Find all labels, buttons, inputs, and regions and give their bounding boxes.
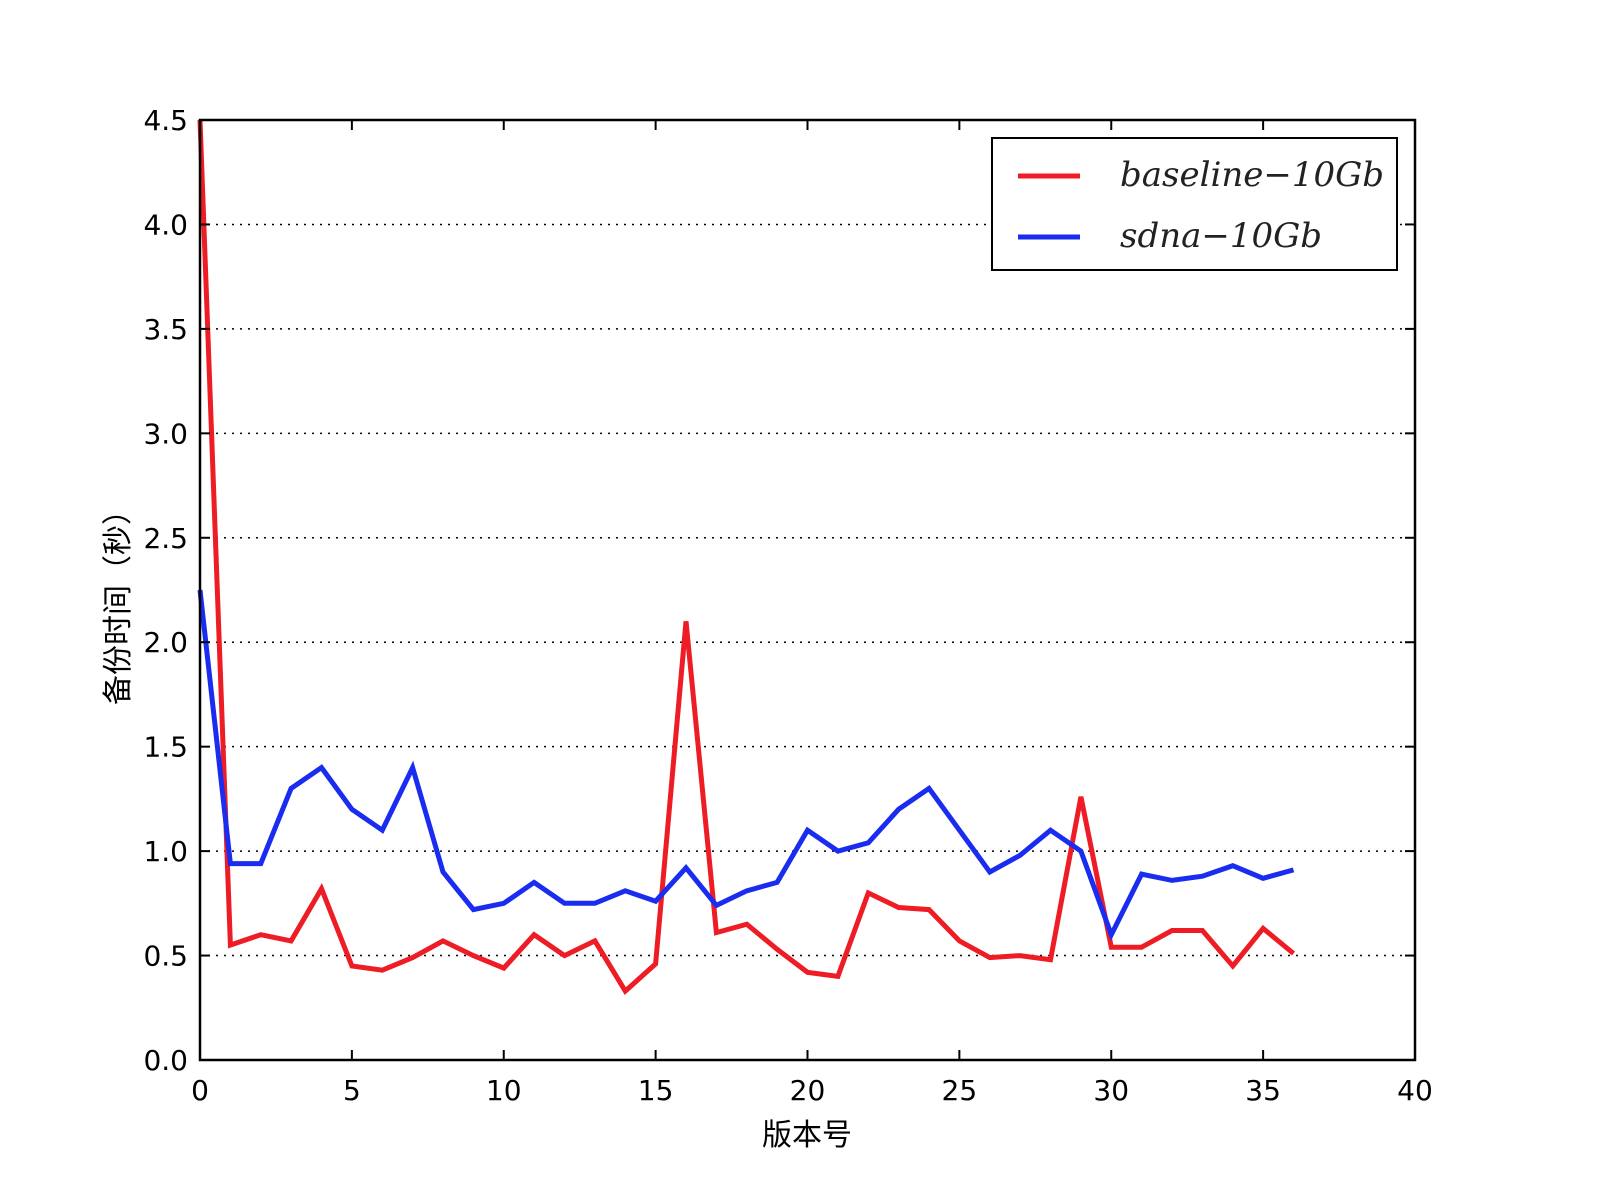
y-tick-label: 0.0 <box>143 1044 188 1077</box>
x-tick-label: 5 <box>343 1074 361 1107</box>
grid-lines <box>200 223 1415 957</box>
x-axis-title: 版本号 <box>762 1118 852 1153</box>
x-tick-label: 30 <box>1093 1074 1129 1107</box>
axis-ticks <box>199 119 1416 1061</box>
y-tick-label: 3.0 <box>143 417 188 450</box>
y-tick-label: 3.5 <box>143 313 188 346</box>
series-lines <box>197 119 1296 995</box>
y-tick-label: 4.0 <box>143 208 188 241</box>
x-tick-label: 10 <box>486 1074 522 1107</box>
y-tick-label: 1.5 <box>143 731 188 764</box>
legend-label-baseline: baseline−10Gb <box>1120 155 1384 195</box>
legend-box <box>991 137 1398 271</box>
y-tick-label: 2.0 <box>143 626 188 659</box>
x-tick-label: 15 <box>638 1074 674 1107</box>
legend: baseline−10Gb sdna−10Gb <box>991 137 1398 271</box>
y-axis-tick-labels: 0.0 0.5 1.0 1.5 2.0 2.5 3.0 3.5 4.0 4.5 <box>143 104 188 1077</box>
x-tick-label: 0 <box>191 1074 209 1107</box>
x-tick-label: 20 <box>790 1074 826 1107</box>
series-line-sdna <box>197 589 1295 942</box>
series-line-baseline <box>197 119 1296 995</box>
x-tick-label: 40 <box>1397 1074 1433 1107</box>
legend-label-sdna: sdna−10Gb <box>1120 216 1322 256</box>
x-tick-label: 35 <box>1245 1074 1281 1107</box>
y-tick-label: 1.0 <box>143 835 188 868</box>
y-axis-title: 备份时间（秒） <box>101 495 136 705</box>
x-axis-tick-labels: 0 5 10 15 20 25 30 35 40 <box>191 1074 1433 1107</box>
y-tick-label: 2.5 <box>143 522 188 555</box>
y-tick-label: 4.5 <box>143 104 188 137</box>
x-tick-label: 25 <box>942 1074 978 1107</box>
y-tick-label: 0.5 <box>143 940 188 973</box>
